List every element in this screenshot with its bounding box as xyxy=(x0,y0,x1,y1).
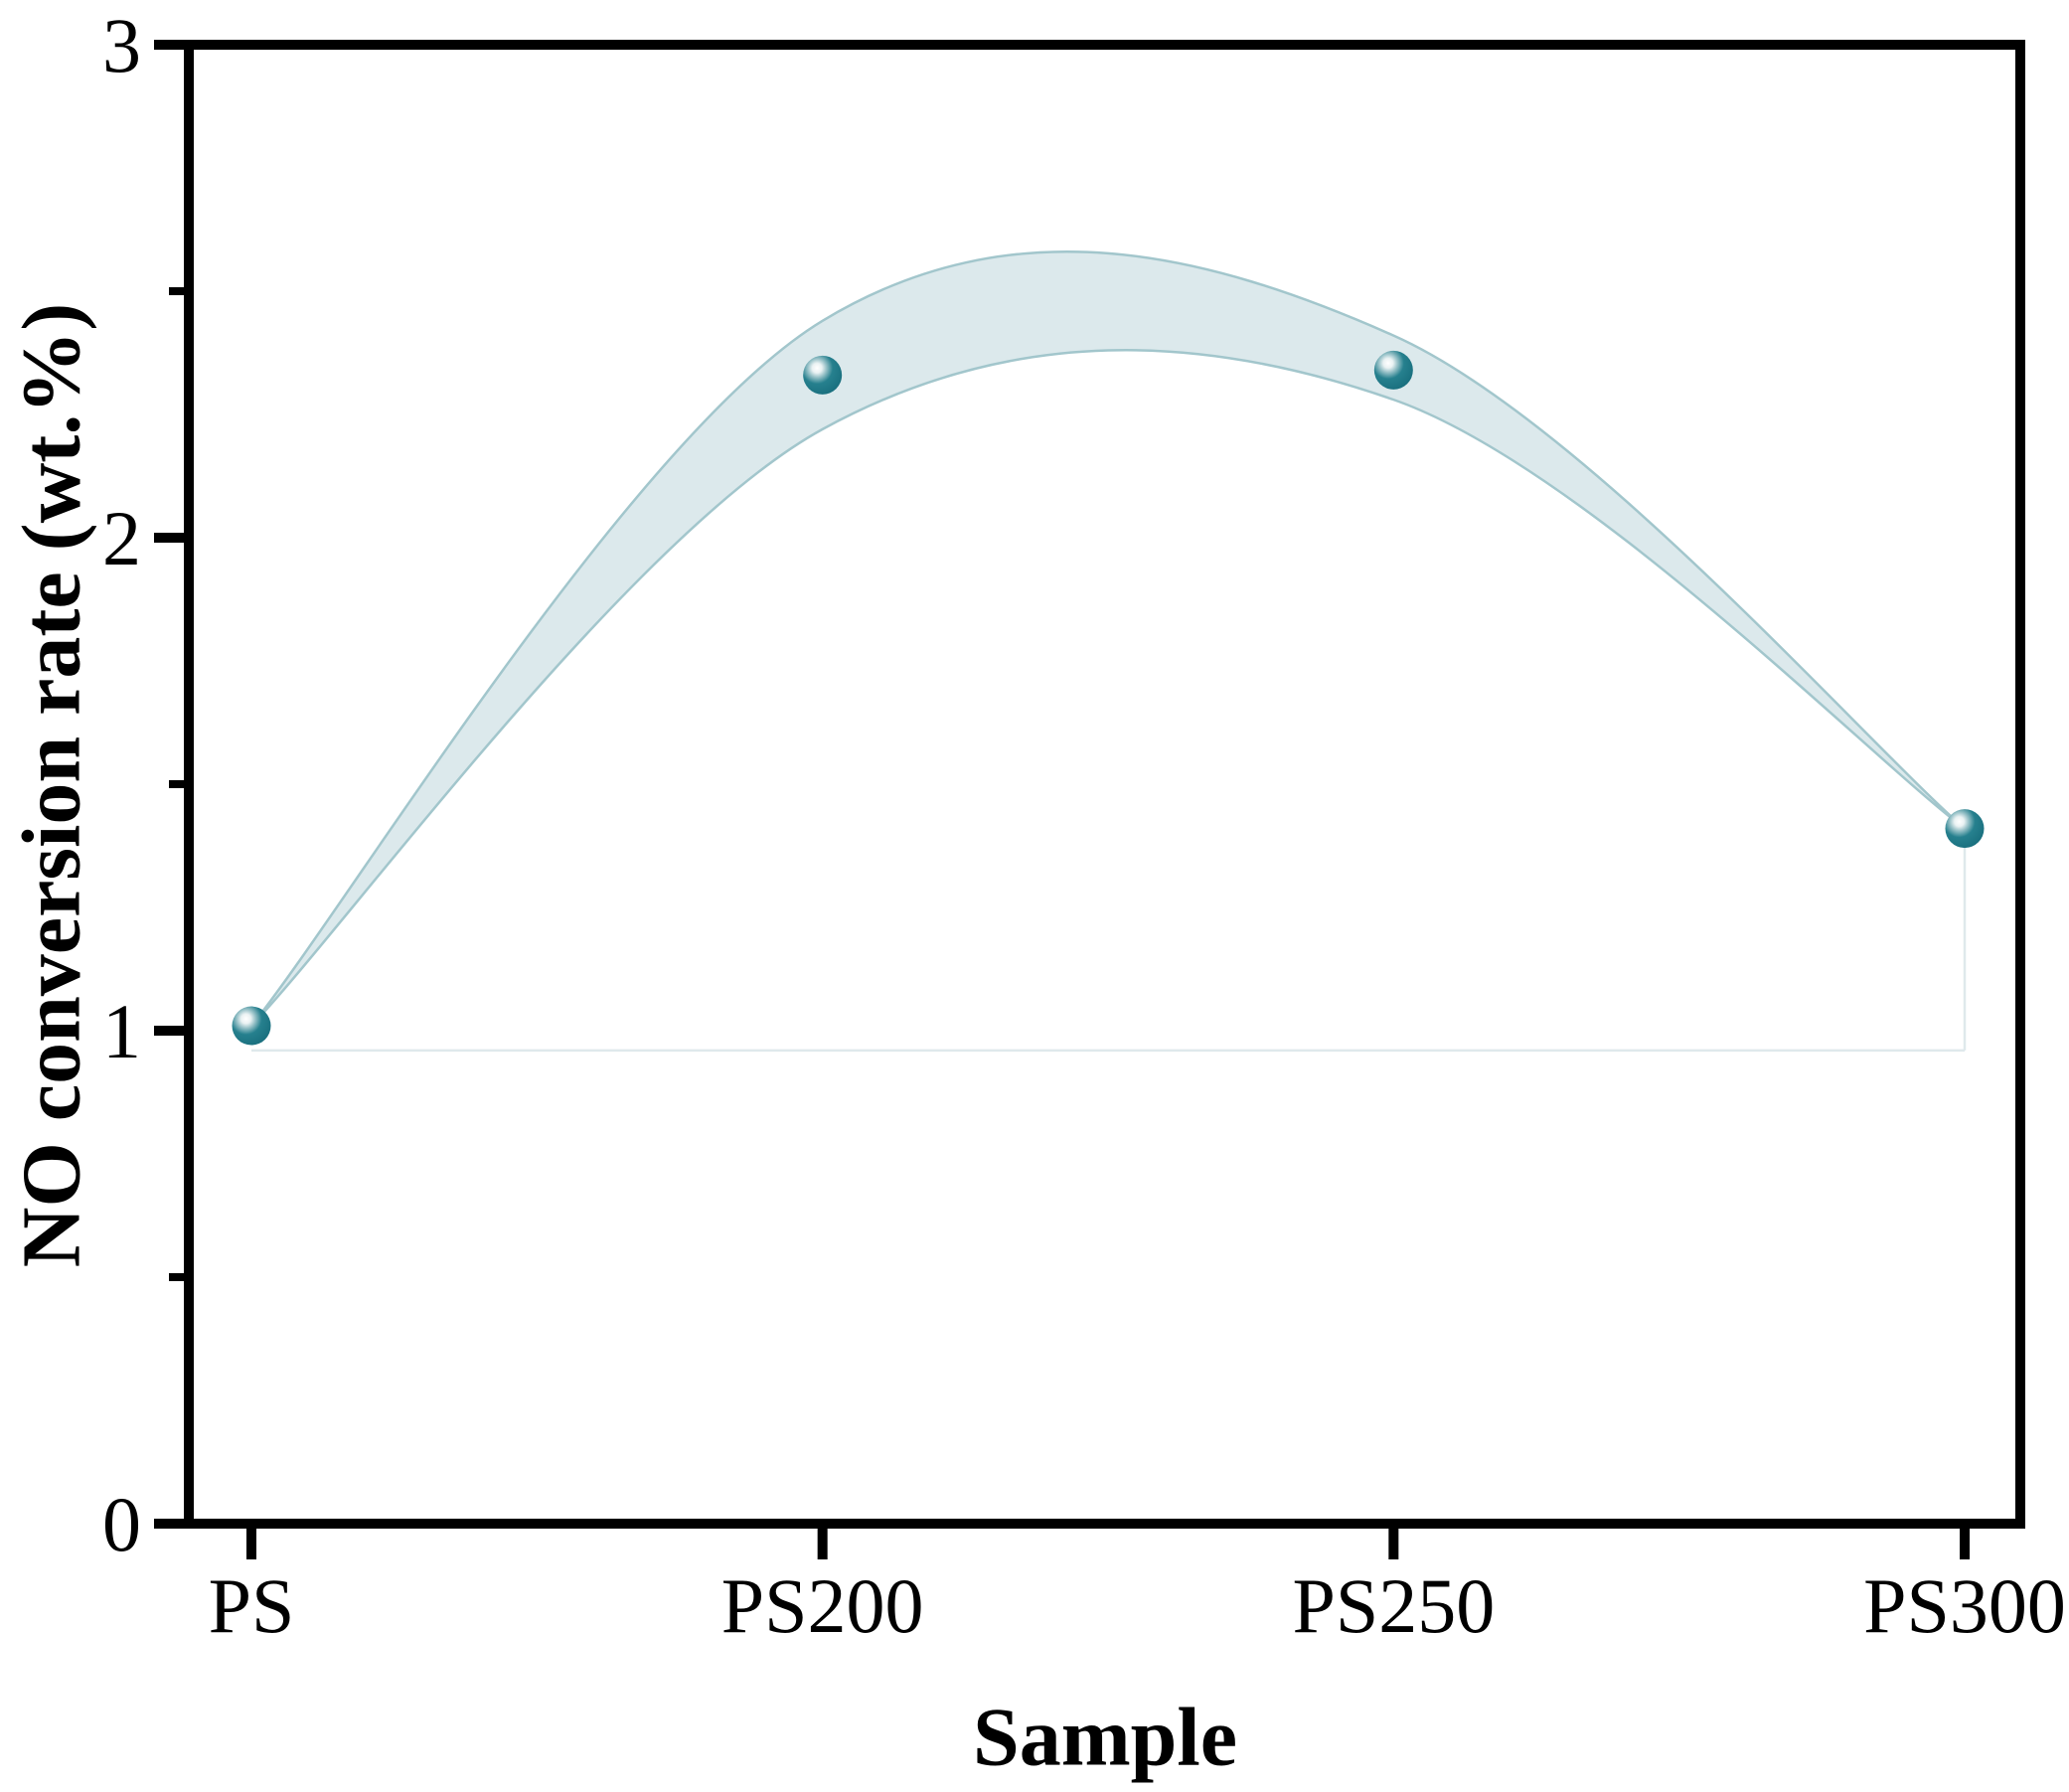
x-tick-label: PS xyxy=(209,1562,295,1649)
data-point-ps300 xyxy=(1945,809,1985,849)
data-points-layer xyxy=(232,350,1985,1046)
axes-layer xyxy=(184,40,2025,1529)
plot-frame xyxy=(184,40,2025,1529)
data-point-ps200 xyxy=(803,355,843,395)
y-tick-label: 2 xyxy=(102,495,141,581)
x-tick-label: PS250 xyxy=(1292,1562,1495,1649)
data-point-ps xyxy=(232,1006,271,1046)
tick-labels-layer: 0 1 2 3 PS PS200 PS250 PS300 xyxy=(102,2,2066,1649)
ticks-layer xyxy=(154,40,1970,1559)
y-axis-title: NO conversion rate (wt.%) xyxy=(5,302,98,1268)
y-tick-label: 1 xyxy=(102,988,141,1074)
confidence-band xyxy=(250,249,1966,1027)
x-tick-label: PS300 xyxy=(1863,1562,2066,1649)
confidence-band-layer xyxy=(250,249,1966,1027)
fill-outline-layer xyxy=(251,828,1967,1053)
y-tick-label: 0 xyxy=(102,1481,141,1567)
x-axis-title: Sample xyxy=(972,1691,1238,1784)
x-tick-label: PS200 xyxy=(721,1562,924,1649)
y-tick-label: 3 xyxy=(102,2,141,88)
data-point-ps250 xyxy=(1373,350,1413,390)
